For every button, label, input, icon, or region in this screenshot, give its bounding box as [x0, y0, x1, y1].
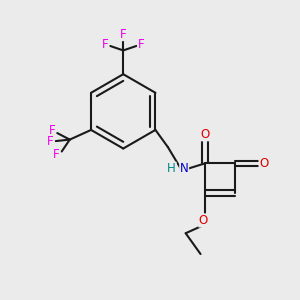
- Text: F: F: [120, 28, 127, 40]
- Text: O: O: [199, 214, 208, 227]
- Text: N: N: [180, 162, 189, 175]
- Text: F: F: [47, 135, 54, 148]
- Text: H: H: [167, 162, 176, 175]
- Text: F: F: [53, 148, 60, 161]
- Text: O: O: [200, 128, 210, 141]
- Text: F: F: [138, 38, 144, 51]
- Text: F: F: [49, 124, 55, 137]
- Text: F: F: [102, 38, 109, 51]
- Text: O: O: [259, 157, 268, 170]
